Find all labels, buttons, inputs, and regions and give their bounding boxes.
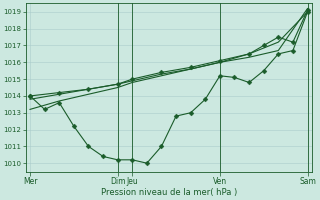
X-axis label: Pression niveau de la mer( hPa ): Pression niveau de la mer( hPa ) <box>100 188 237 197</box>
